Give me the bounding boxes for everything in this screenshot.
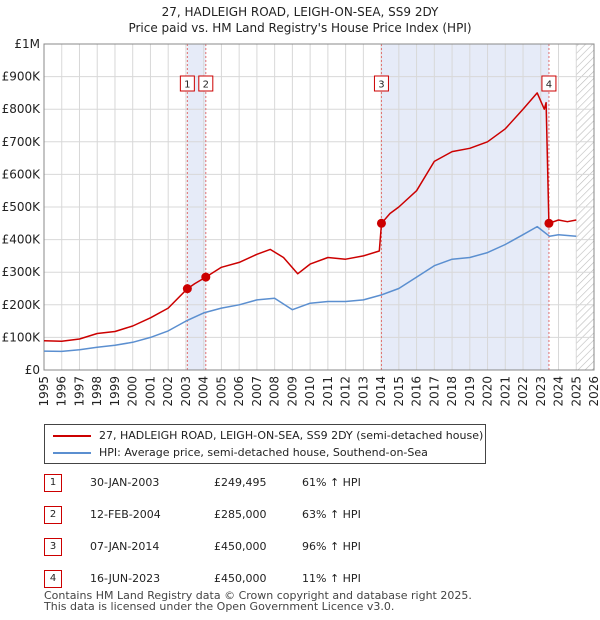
sale-label-box bbox=[198, 75, 214, 92]
x-tick-label: 1996 bbox=[55, 376, 69, 407]
x-tick-label: 2000 bbox=[126, 376, 140, 407]
sale-label: 2 bbox=[198, 75, 214, 92]
footer-copyright: Contains HM Land Registry data © Crown c… bbox=[44, 589, 472, 602]
x-tick-label: 2004 bbox=[197, 376, 211, 407]
y-tick-label: £900K bbox=[2, 70, 42, 84]
legend-label-property: 27, HADLEIGH ROAD, LEIGH-ON-SEA, SS9 2DY… bbox=[99, 429, 484, 442]
footer: Contains HM Land Registry data © Crown c… bbox=[44, 590, 472, 612]
y-tick-label: £300K bbox=[2, 265, 42, 279]
hpi-line bbox=[43, 225, 577, 353]
x-tick-label: 1997 bbox=[72, 376, 86, 407]
x-tick-label: 1998 bbox=[90, 376, 104, 407]
sale-label-number: 2 bbox=[203, 80, 209, 91]
x-tick-label: 2021 bbox=[498, 376, 512, 407]
x-tick-label: 2024 bbox=[552, 376, 566, 407]
legend-swatch-hpi bbox=[53, 452, 91, 454]
x-tick-label: 2012 bbox=[339, 376, 353, 407]
sale-hpi-change: 63% ↑ HPI bbox=[302, 508, 361, 521]
y-tick-label: £500K bbox=[2, 200, 42, 214]
x-tick-label: 2019 bbox=[463, 376, 477, 407]
sale-row: 3 07-JAN-2014 £450,000 96% ↑ HPI bbox=[44, 538, 444, 556]
sale-date: 30-JAN-2003 bbox=[90, 476, 160, 489]
property-price-line bbox=[43, 92, 577, 343]
y-tick-label: £700K bbox=[2, 135, 42, 149]
sale-label-box bbox=[373, 75, 389, 92]
x-tick-label: 2009 bbox=[285, 376, 299, 407]
sale-price: £450,000 bbox=[214, 540, 267, 553]
sale-row: 1 30-JAN-2003 £249,495 61% ↑ HPI bbox=[44, 474, 444, 492]
sale-price: £450,000 bbox=[214, 572, 267, 585]
sale-price: £249,495 bbox=[214, 476, 267, 489]
x-tick-label: 2010 bbox=[303, 376, 317, 407]
sale-point bbox=[544, 218, 554, 228]
x-tick-label: 2005 bbox=[214, 376, 228, 407]
y-tick-label: £600K bbox=[2, 167, 42, 181]
sale-label-box bbox=[179, 75, 195, 92]
sale-number-badge: 3 bbox=[44, 538, 62, 556]
x-tick-label: 2017 bbox=[427, 376, 441, 407]
sale-point bbox=[376, 218, 386, 228]
sale-row: 2 12-FEB-2004 £285,000 63% ↑ HPI bbox=[44, 506, 444, 524]
x-tick-label: 2006 bbox=[232, 376, 246, 407]
legend-swatch-property bbox=[53, 435, 91, 437]
price-chart: 27, HADLEIGH ROAD, LEIGH-ON-SEA, SS9 2DY… bbox=[2, 5, 600, 407]
x-tick-label: 2011 bbox=[321, 376, 335, 407]
sale-label-number: 3 bbox=[378, 80, 384, 91]
sale-label: 4 bbox=[541, 75, 557, 92]
x-tick-label: 2008 bbox=[268, 376, 282, 407]
sale-date: 12-FEB-2004 bbox=[90, 508, 161, 521]
sale-price: £285,000 bbox=[214, 508, 267, 521]
x-tick-label: 2018 bbox=[445, 376, 459, 407]
footer-license: This data is licensed under the Open Gov… bbox=[44, 600, 395, 613]
y-tick-label: £400K bbox=[2, 233, 42, 247]
sale-hpi-change: 11% ↑ HPI bbox=[302, 572, 361, 585]
y-tick-label: £0 bbox=[25, 363, 40, 377]
x-tick-label: 2001 bbox=[143, 376, 157, 407]
sale-hpi-change: 61% ↑ HPI bbox=[302, 476, 361, 489]
legend: 27, HADLEIGH ROAD, LEIGH-ON-SEA, SS9 2DY… bbox=[44, 424, 486, 464]
sale-label-box bbox=[541, 75, 557, 92]
sale-label-number: 1 bbox=[184, 80, 190, 91]
x-tick-label: 2020 bbox=[481, 376, 495, 407]
sale-number-badge: 2 bbox=[44, 506, 62, 524]
x-tick-label: 2015 bbox=[392, 376, 406, 407]
x-tick-label: 2003 bbox=[179, 376, 193, 407]
x-tick-label: 1995 bbox=[37, 376, 51, 407]
sale-label: 3 bbox=[373, 75, 389, 92]
x-tick-label: 2025 bbox=[569, 376, 583, 407]
sale-point bbox=[201, 272, 211, 282]
y-tick-label: £200K bbox=[2, 298, 42, 312]
x-tick-label: 2014 bbox=[374, 376, 388, 407]
sale-date: 16-JUN-2023 bbox=[90, 572, 161, 585]
sale-row: 4 16-JUN-2023 £450,000 11% ↑ HPI bbox=[44, 570, 444, 588]
x-tick-label: 2022 bbox=[516, 376, 530, 407]
x-tick-label: 2002 bbox=[161, 376, 175, 407]
x-tick-label: 2007 bbox=[250, 376, 264, 407]
x-tick-label: 1999 bbox=[108, 376, 122, 407]
sale-hpi-change: 96% ↑ HPI bbox=[302, 540, 361, 553]
sale-number-badge: 1 bbox=[44, 474, 62, 492]
y-tick-label: £1M bbox=[14, 37, 40, 51]
legend-label-hpi: HPI: Average price, semi-detached house,… bbox=[99, 446, 428, 459]
chart-title: 27, HADLEIGH ROAD, LEIGH-ON-SEA, SS9 2DY bbox=[162, 5, 439, 19]
sale-number-badge: 4 bbox=[44, 570, 62, 588]
y-tick-label: £100K bbox=[2, 330, 42, 344]
chart-subtitle: Price paid vs. HM Land Registry's House … bbox=[128, 21, 471, 35]
sale-point bbox=[182, 284, 192, 294]
plot-border bbox=[43, 43, 595, 371]
y-tick-label: £800K bbox=[2, 102, 42, 116]
sale-label: 1 bbox=[179, 75, 195, 92]
x-tick-label: 2016 bbox=[410, 376, 424, 407]
sale-label-number: 4 bbox=[546, 80, 552, 91]
sale-date: 07-JAN-2014 bbox=[90, 540, 160, 553]
x-tick-label: 2023 bbox=[534, 376, 548, 407]
x-tick-label: 2013 bbox=[356, 376, 370, 407]
x-tick-label: 2026 bbox=[587, 376, 600, 407]
